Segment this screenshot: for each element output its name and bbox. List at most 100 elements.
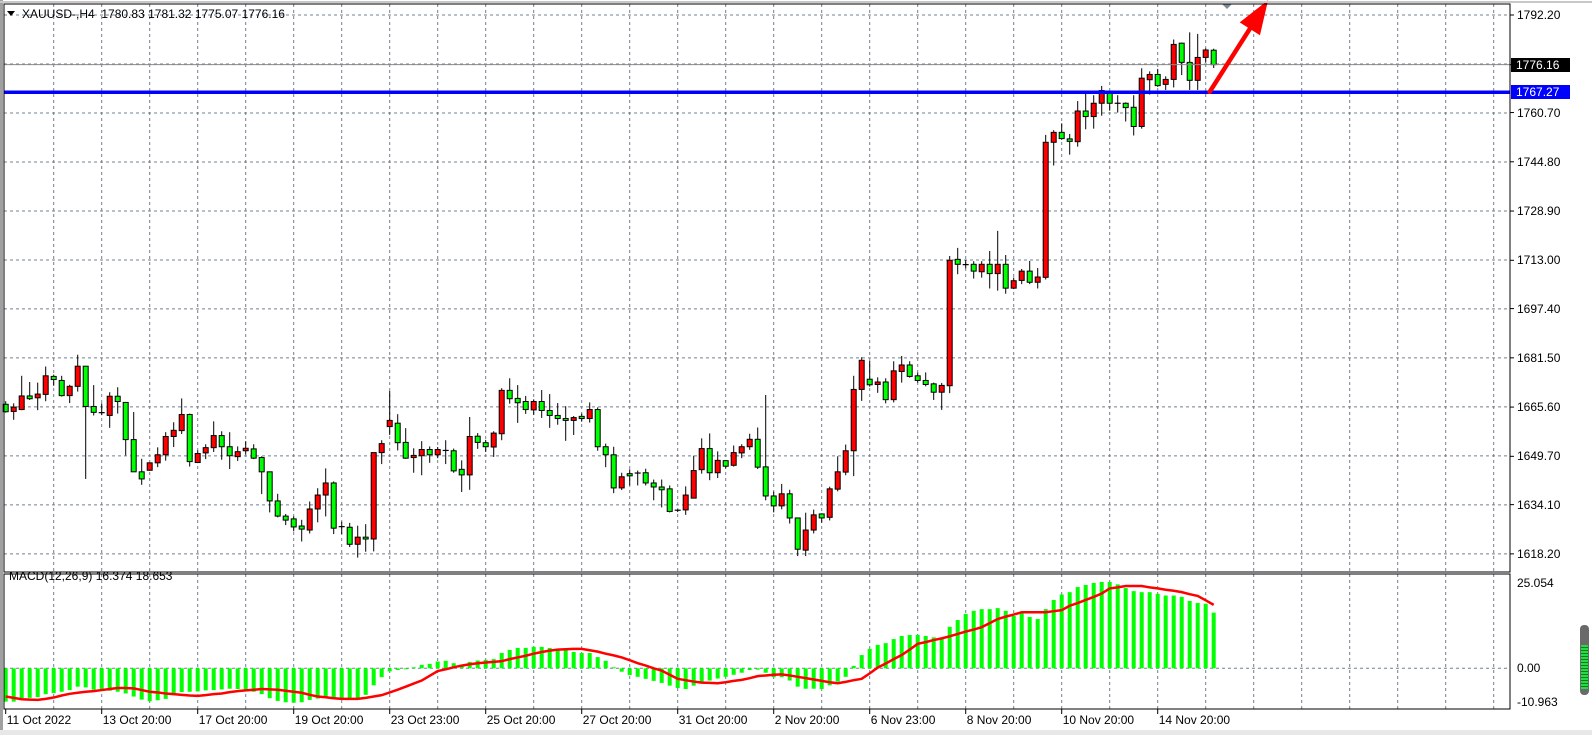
candle-body-bear [762, 466, 769, 497]
macd-histogram-bar [171, 668, 176, 696]
horizontal-line-price-tag[interactable]: 1767.27 [1511, 85, 1570, 100]
macd-histogram-bar [83, 668, 88, 688]
candle-body-bull [1170, 43, 1177, 80]
macd-histogram-bar [715, 668, 720, 679]
candle-body-bull [834, 471, 841, 490]
macd-histogram-bar [771, 668, 776, 678]
candle-body-bear [450, 450, 457, 472]
macd-histogram-bar [379, 668, 384, 678]
macd-histogram-bar [67, 668, 72, 691]
bar-high: 1781.32 [148, 7, 192, 21]
candle [162, 432, 169, 461]
macd-histogram-bar [723, 668, 728, 677]
candle-body-bull [466, 436, 473, 476]
candle [994, 230, 1001, 291]
candle-body-bear [58, 379, 65, 397]
macd-histogram-bar [1139, 592, 1144, 669]
candle-body-bear [330, 482, 337, 529]
candle [514, 385, 521, 423]
candle-body-bear [818, 513, 825, 519]
candle [1186, 32, 1193, 90]
candle-body-bear [458, 468, 465, 476]
price-label: 1665.60 [1517, 400, 1561, 415]
candle [1138, 68, 1145, 129]
macd-histogram-bar [891, 639, 896, 669]
chart-scale-slider[interactable] [1580, 625, 1589, 695]
macd-signal-value: 18.653 [135, 569, 173, 583]
candle [946, 255, 953, 394]
candle [146, 462, 153, 471]
arrow-annotation[interactable] [1207, 0, 1269, 95]
time-label: 23 Oct 23:00 [390, 713, 460, 727]
candle-body-bull [682, 494, 689, 511]
candle-body-bear [1106, 92, 1113, 104]
candle-body-bear [506, 389, 513, 400]
macd-histogram-bar [299, 668, 304, 703]
candle [674, 509, 681, 513]
candle-body-bear [554, 414, 561, 420]
macd-histogram-bar [1019, 612, 1024, 669]
candle-body-bear [258, 457, 265, 473]
macd-histogram-bar [1003, 610, 1008, 669]
candle [1154, 68, 1161, 87]
macd-panel-frame [3, 573, 1511, 710]
candle-body-bull [778, 493, 785, 507]
macd-histogram-bar [1163, 595, 1168, 669]
time-label: 10 Nov 20:00 [1062, 713, 1135, 727]
candle [658, 479, 665, 508]
candle [378, 440, 385, 465]
candle-body-bear [346, 526, 353, 545]
candle [346, 522, 353, 548]
candle [394, 414, 401, 451]
candle-body-bull [1050, 131, 1057, 143]
candle [338, 521, 345, 535]
candle-body-bull [978, 263, 985, 273]
symbol-menu-triangle-icon[interactable] [7, 11, 15, 16]
candle-body-bear [642, 472, 649, 484]
candle-body-bull [386, 419, 393, 428]
macd-histogram-bar [659, 668, 664, 683]
candle-body-bull [530, 401, 537, 411]
candle [810, 509, 817, 534]
candle [482, 439, 489, 452]
candle [1202, 48, 1209, 63]
candle-body-bull [418, 449, 425, 457]
candle [226, 432, 233, 470]
time-label: 19 Oct 20:00 [294, 713, 364, 727]
candle [634, 470, 641, 486]
candle [42, 366, 49, 402]
macd-histogram-bar [979, 609, 984, 669]
candle [282, 513, 289, 526]
candle [82, 365, 89, 479]
candle [466, 416, 473, 490]
candle [58, 375, 65, 397]
candle [362, 524, 369, 552]
candle [706, 433, 713, 481]
overlays [4, 0, 1510, 95]
candle [386, 390, 393, 435]
candle-body-bull [1146, 73, 1153, 81]
candle-body-bull [434, 449, 441, 456]
candle-body-bear [658, 486, 665, 491]
macd-histogram-bar [411, 667, 416, 669]
macd-histogram-bar [235, 668, 240, 690]
price-label: 1713.00 [1517, 253, 1561, 268]
macd-histogram-bar [683, 668, 688, 690]
candle [314, 488, 321, 523]
macd-histogram-bar [1091, 582, 1096, 669]
candle [610, 446, 617, 494]
candle-body-bull [306, 508, 313, 531]
macd-histogram-bar [179, 668, 184, 693]
candle [1018, 268, 1025, 285]
macd-histogram-bar [355, 668, 360, 699]
macd-histogram-bar [435, 661, 440, 669]
candle-body-bull [242, 447, 249, 452]
price-label: 1634.10 [1517, 497, 1561, 512]
candle-body-bear [282, 515, 289, 521]
candle [250, 444, 257, 460]
candle [546, 394, 553, 428]
candle [818, 513, 825, 523]
price-label: 1744.80 [1517, 154, 1561, 169]
candle [1178, 42, 1185, 76]
